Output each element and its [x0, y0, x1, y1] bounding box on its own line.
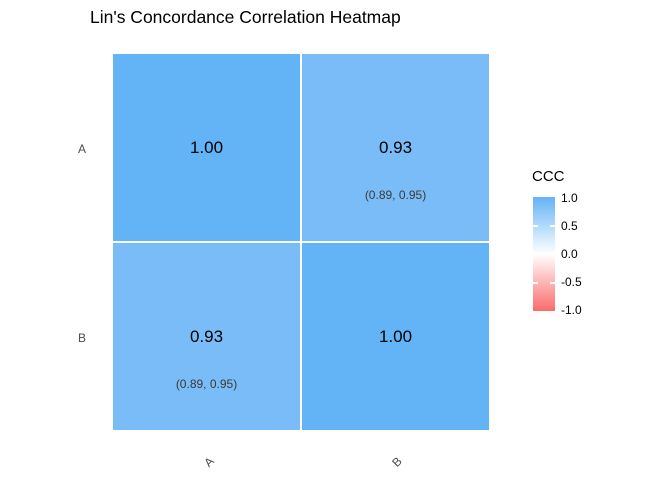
- cell-value: 0.93: [378, 137, 413, 157]
- legend-tick-label-05: 0.5: [561, 219, 578, 233]
- cell-confidence-interval: (0.89, 0.95): [175, 377, 238, 391]
- heatmap-cell-b-a: 0.93 (0.89, 0.95): [113, 243, 300, 430]
- cell-value: 1.00: [189, 137, 224, 157]
- heatmap-cell-a-a: 1.00: [113, 54, 300, 241]
- x-axis-label-a: A: [201, 454, 217, 470]
- chart-title: Lin's Concordance Correlation Heatmap: [90, 7, 401, 27]
- y-axis-label-b: B: [77, 331, 86, 345]
- cell-confidence-interval: (0.89, 0.95): [364, 188, 427, 202]
- legend-colorbar: [533, 197, 555, 311]
- heatmap-cell-a-b: 0.93 (0.89, 0.95): [302, 54, 489, 241]
- legend-tick-label-1: 1.0: [561, 191, 578, 205]
- legend-tick-label-neg1: -1.0: [561, 303, 582, 317]
- x-axis-label-b: B: [389, 454, 405, 470]
- y-axis-label-a: A: [77, 142, 86, 156]
- legend-title: CCC: [532, 168, 565, 185]
- heatmap-cell-b-b: 1.00: [302, 243, 489, 430]
- cell-value: 0.93: [189, 326, 224, 346]
- colorbar-tick-mark: [550, 225, 555, 227]
- colorbar-tick-mark: [533, 282, 538, 284]
- colorbar-tick-mark: [550, 282, 555, 284]
- colorbar-tick-mark: [533, 225, 538, 227]
- heatmap-panel: 1.00 0.93 (0.89, 0.95) 0.93 (0.89, 0.95)…: [113, 54, 489, 430]
- cell-value: 1.00: [378, 326, 413, 346]
- legend-tick-label-0: 0.0: [561, 247, 578, 261]
- legend-tick-label-neg05: -0.5: [561, 275, 582, 289]
